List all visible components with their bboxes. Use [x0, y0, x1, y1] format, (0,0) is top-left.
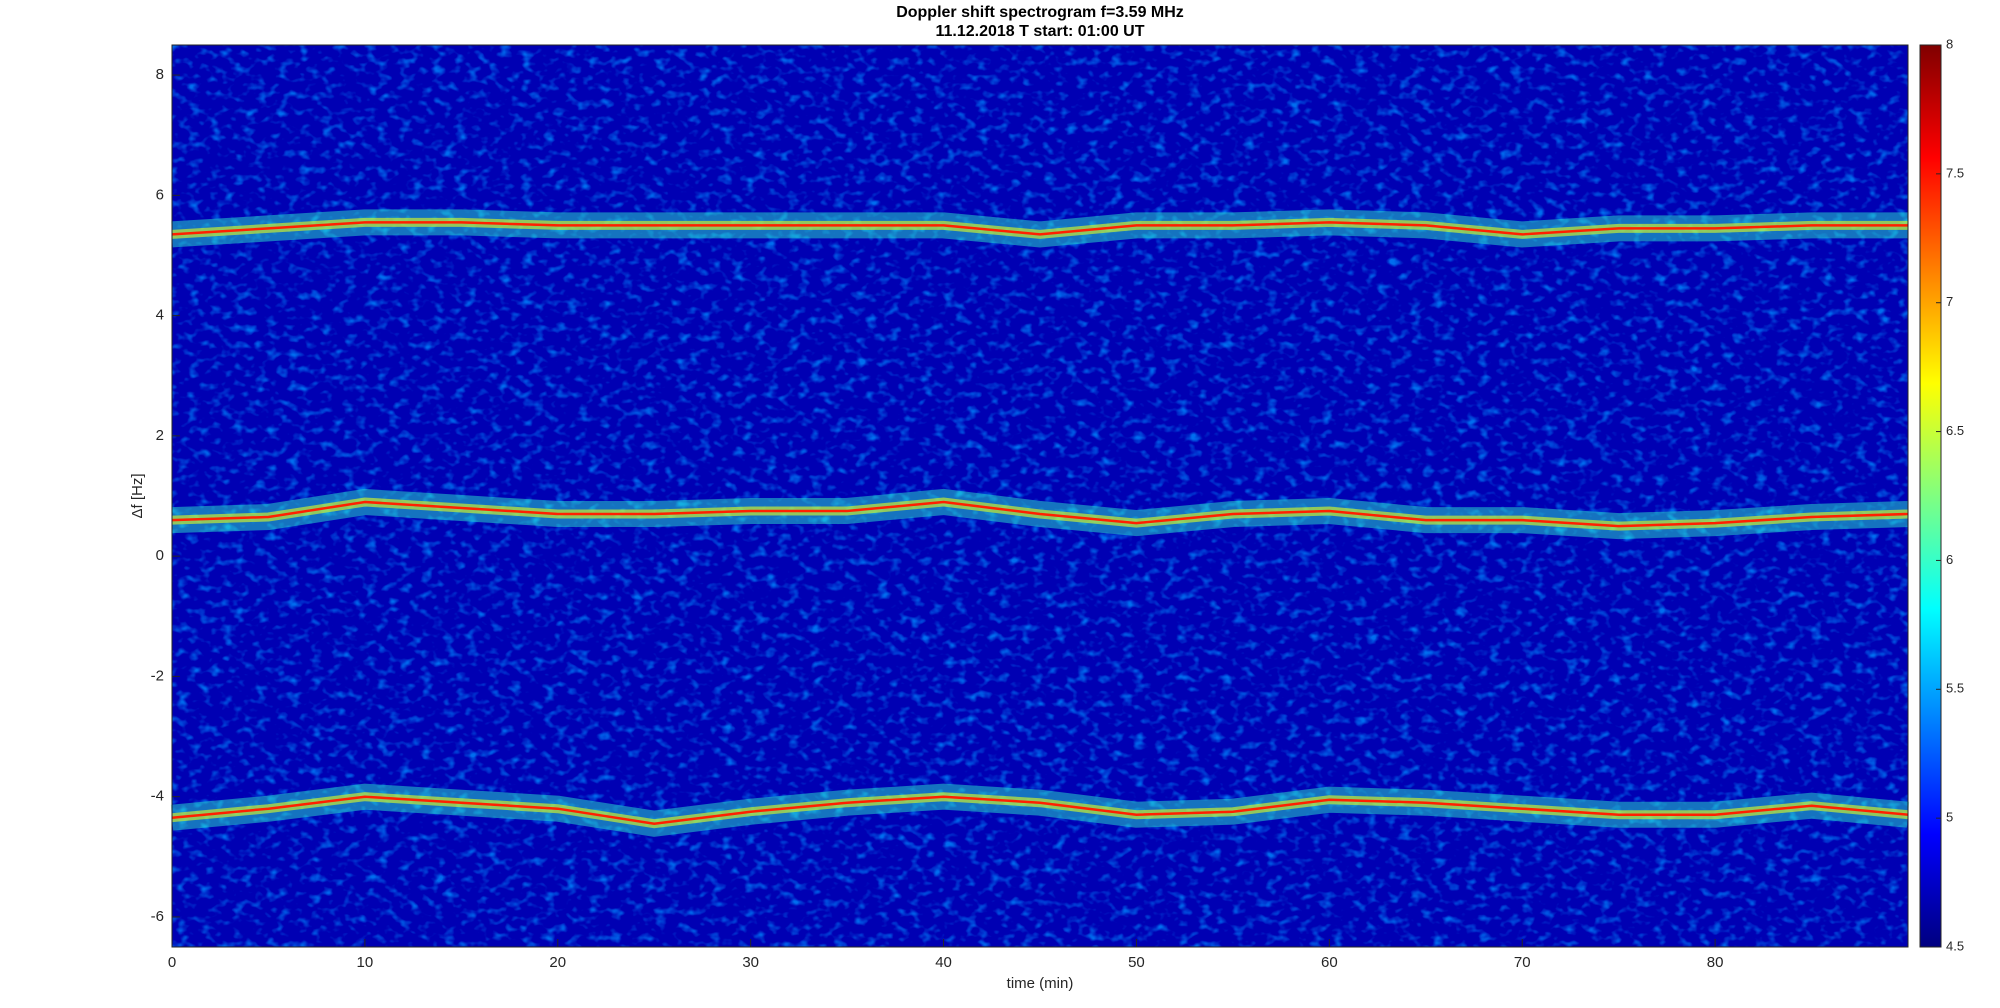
colorbar [1919, 44, 1942, 948]
y-tick-label: 6 [156, 186, 164, 203]
trace-line [171, 221, 1908, 236]
x-tick-label: 70 [1514, 954, 1531, 971]
colorbar-tick-label: 6.5 [1946, 423, 1964, 438]
x-tick-label: 40 [935, 954, 952, 971]
x-tick-label: 60 [1321, 954, 1338, 971]
colorbar-tick-label: 4.5 [1946, 938, 1964, 953]
noise-texture [172, 45, 1908, 947]
chart-title: Doppler shift spectrogram f=3.59 MHz [896, 4, 1184, 21]
x-tick-label: 50 [1128, 954, 1145, 971]
y-axis-label: Δf [Hz] [129, 473, 146, 518]
colorbar-tick-label: 5.5 [1946, 681, 1964, 696]
x-axis-label: time (min) [1007, 975, 1074, 992]
y-tick-label: 0 [156, 547, 164, 564]
y-tick-label: -2 [151, 667, 164, 684]
y-tick-label: -6 [151, 908, 164, 925]
y-tick-label: 4 [156, 307, 164, 324]
x-tick-label: 0 [168, 954, 176, 971]
colorbar-tick-label: 7 [1946, 294, 1953, 309]
colorbar-tick-label: 7.5 [1946, 165, 1964, 180]
y-tick-label: 2 [156, 427, 164, 444]
colorbar-tick-label: 5 [1946, 810, 1953, 825]
colorbar-tick-label: 8 [1946, 36, 1953, 51]
y-tick-label: -4 [151, 788, 164, 805]
x-tick-label: 20 [549, 954, 566, 971]
x-tick-label: 30 [742, 954, 759, 971]
trace-line [171, 795, 1909, 825]
y-tick-label: 8 [156, 66, 164, 83]
x-tick-label: 10 [357, 954, 374, 971]
plot-frame [171, 44, 1909, 948]
chart-subtitle: 11.12.2018 T start: 01:00 UT [935, 23, 1144, 40]
x-tick-label: 80 [1707, 954, 1724, 971]
colorbar-tick-label: 6 [1946, 552, 1953, 567]
trace-line [171, 500, 1909, 528]
